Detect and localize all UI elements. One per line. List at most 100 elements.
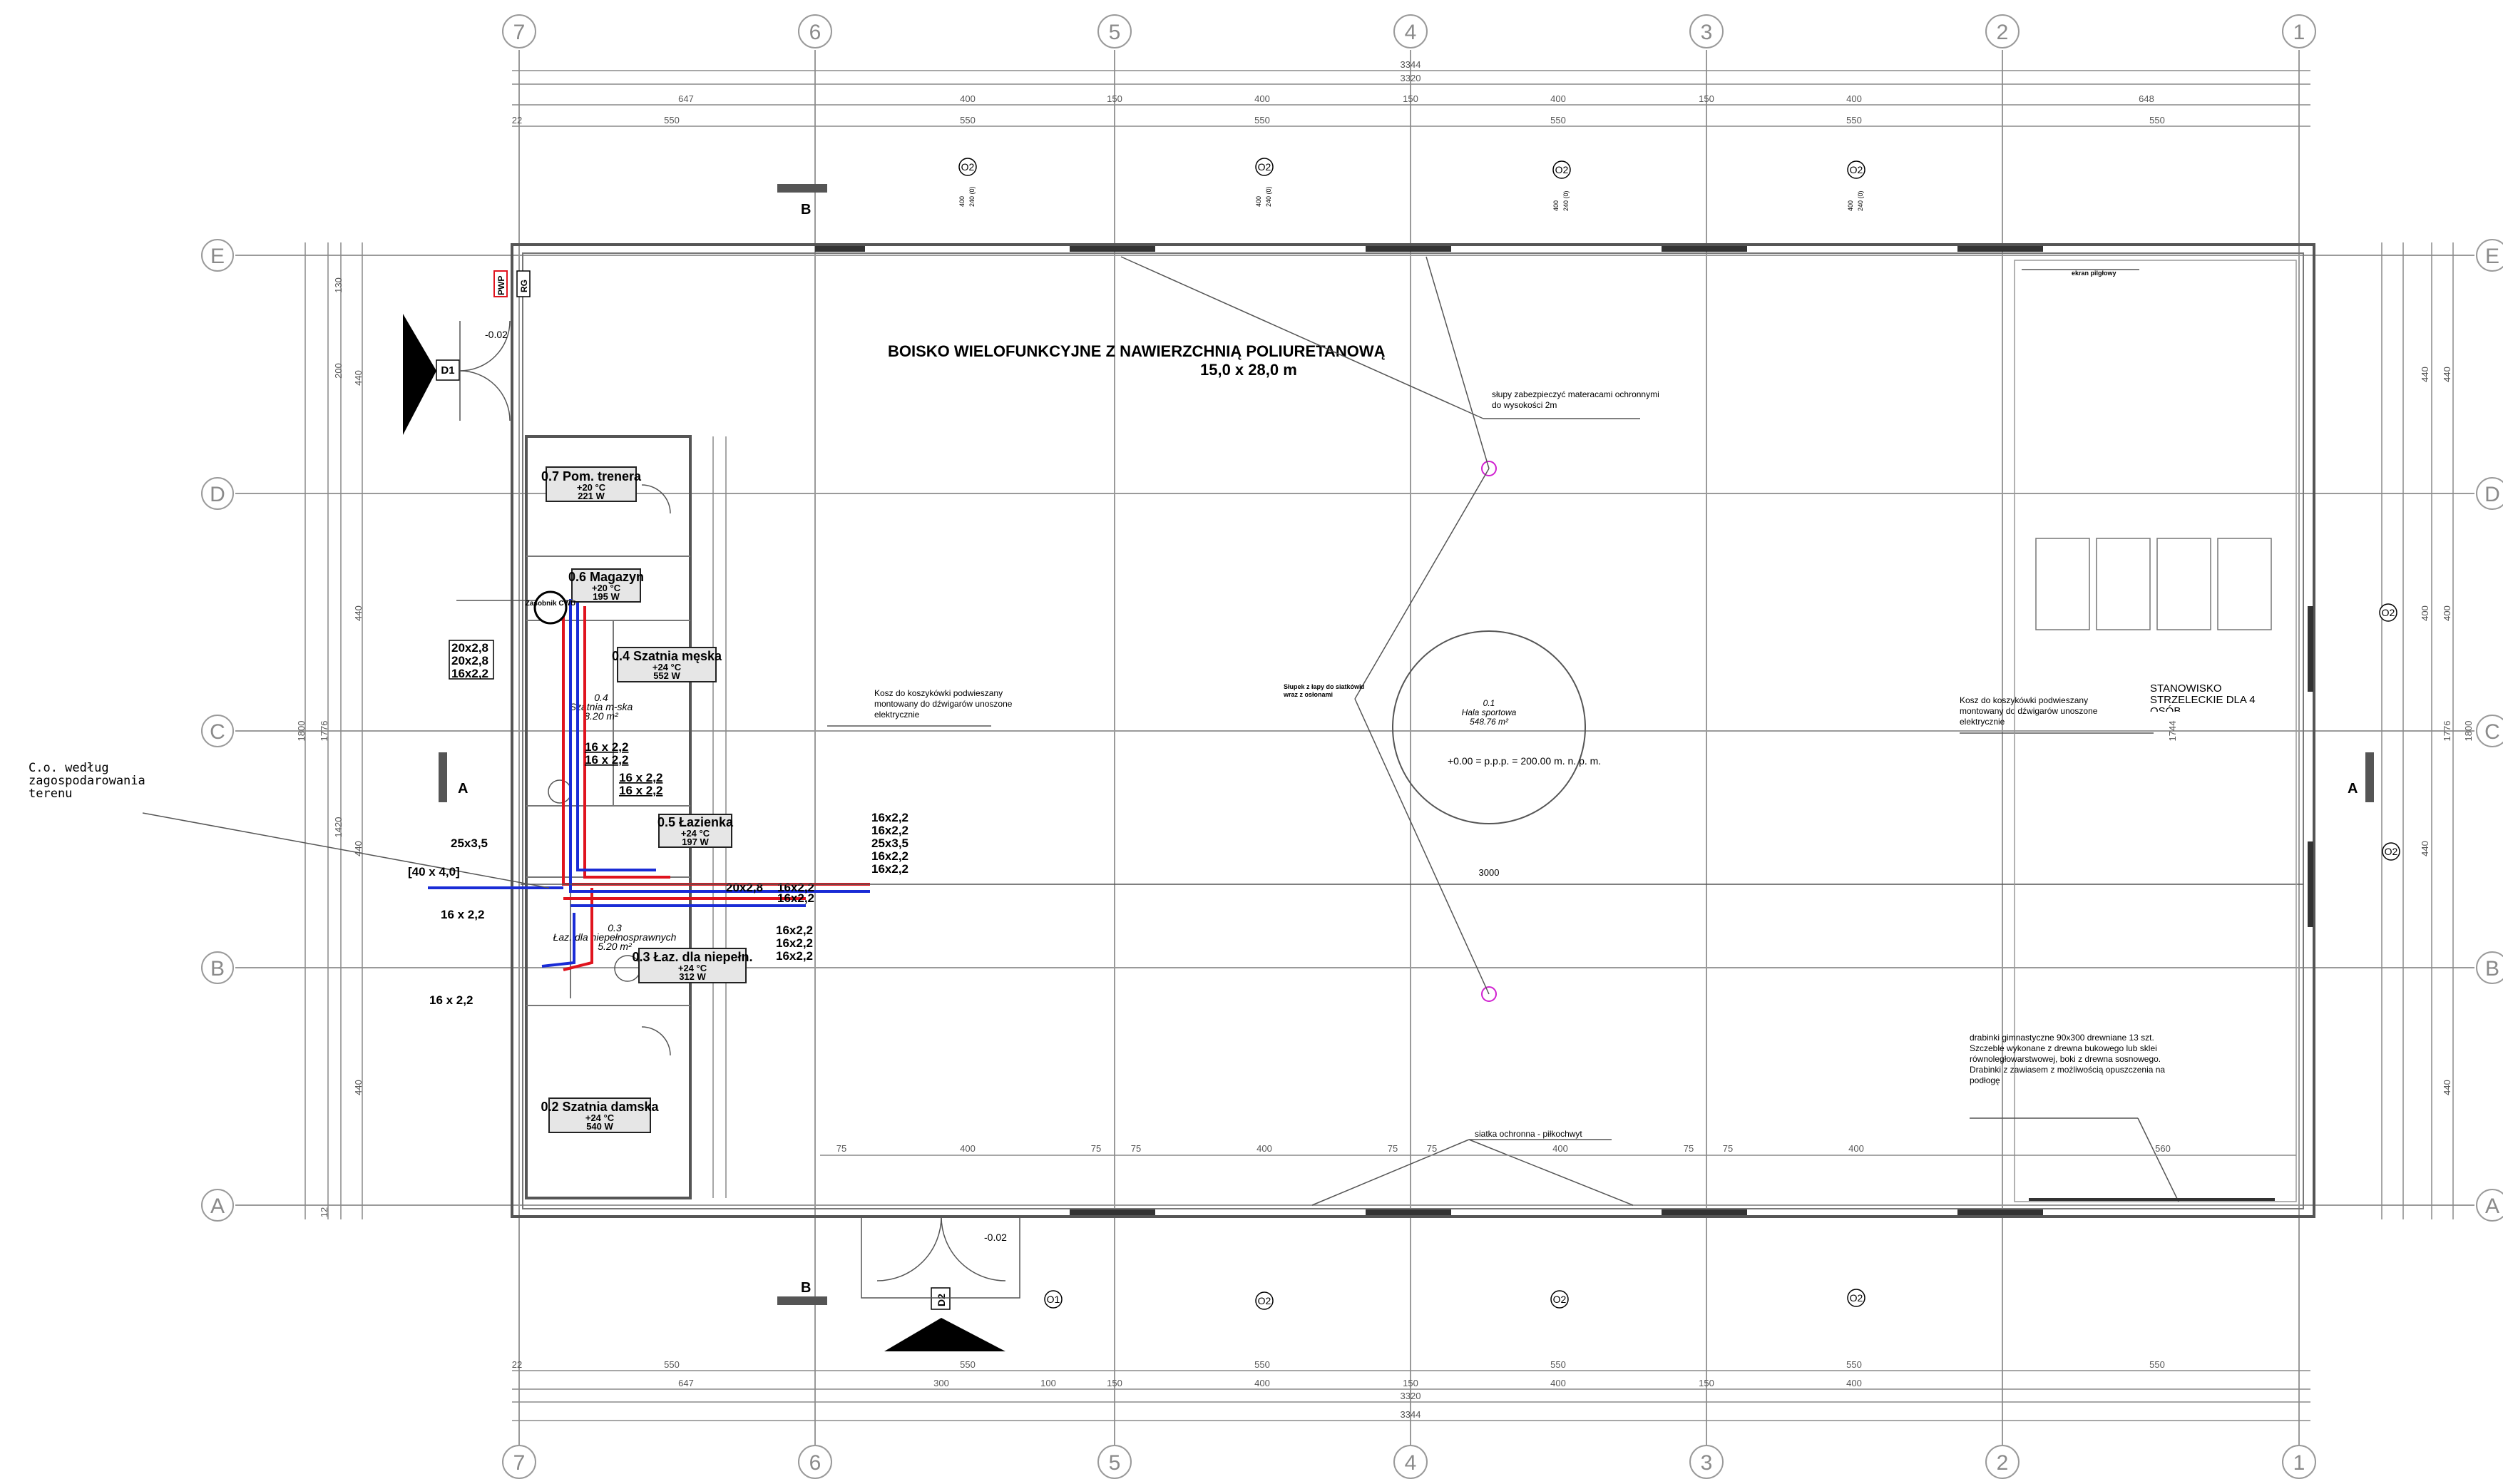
axis-label: 1 [2293,21,2305,44]
hall-title: BOISKO WIELOFUNKCYJNE Z NAWIERZCHNIĄ POL… [888,342,1386,379]
dim-right: 1800 [2463,721,2474,742]
dim-inner: 3320 [1401,73,1421,83]
window-dim: 400 [1552,200,1560,211]
room-power: 197 W [682,836,709,847]
axis-label: A [210,1194,225,1218]
dim-small: 75 [836,1143,846,1154]
pipe-label: 16 x 2,2 [429,993,473,1007]
dim-bay: 550 [1550,1359,1566,1370]
dim-left: 1420 [333,817,344,838]
dim-bay: 22 [512,1359,522,1370]
dim-seg: 150 [1699,93,1714,104]
pipe-label: 16x2,2 [451,667,488,680]
dim-seg: 400 [1254,93,1270,104]
dim-seg: 400 [1846,1378,1862,1388]
axis-label: 3 [1701,1451,1713,1475]
axis-label: C [210,720,225,744]
room-power: 195 W [593,591,620,602]
dim-small: 75 [1684,1143,1694,1154]
hall-bottom-dims: 75 400 75 75 400 75 75 400 75 75 400 560 [820,1143,2296,1156]
window-label: O2 [2382,607,2395,618]
dim-seg: 647 [678,1378,694,1388]
dim-overall: 3344 [1401,1409,1421,1420]
room-label-laz-niepeln: 0.3 Łaz. dla niepełn. +24 °C 312 W [632,948,753,983]
dim-bay: 22 [512,115,522,126]
rg-label: RG [519,280,529,292]
axis-label: D [2484,483,2500,506]
room-no: 0.4 [594,692,608,703]
dim-bay: 550 [664,1359,680,1370]
room-name: 0.4 Szatnia męska [612,649,722,663]
axis-bubbles-bottom: 7 6 5 4 3 2 1 [502,1445,2316,1479]
pipe-label: 16x2,2 [871,811,908,824]
window-dim: 240 (0) [1265,186,1272,207]
room-name: 0.7 Pom. trenera [541,469,642,483]
hall-level: +0.00 = p.p.p. = 200.00 m. n. p. m. [1448,755,1601,767]
dim-small: 400 [1848,1143,1864,1154]
dim-small: 75 [1723,1143,1733,1154]
pipe-label: 16x2,2 [776,923,813,937]
section-label: B [801,1280,811,1296]
room-area: 8.20 m² [584,710,619,722]
dim-seg: 100 [1040,1378,1056,1388]
dim-right: 1744 [2167,721,2178,742]
dim-small: 75 [1427,1143,1437,1154]
dim-bay: 550 [1254,115,1270,126]
window-label: O2 [1555,164,1569,175]
axis-label: 5 [1109,21,1121,44]
dim-overall: 3344 [1401,59,1421,70]
window-marks-right: O2 O2 [2379,603,2400,861]
external-note-text: C.o. według zagospodarowania terenu [29,762,145,801]
door-label: D1 [441,364,454,377]
room-temp: +24 °C [585,1112,615,1123]
axis-label: B [210,957,225,981]
door-level: -0.02 [984,1232,1007,1243]
dim-seg: 150 [1107,1378,1122,1388]
room-temp: +20 °C [592,583,621,593]
shooting-text: STANOWISKO STRZELECKIE DLA 4 OSÓB [2150,683,2256,712]
dim-left: 440 [353,841,364,856]
dim-left: 1776 [319,721,329,742]
dim-inner: 3320 [1401,1391,1421,1401]
axis-label: 3 [1701,21,1713,44]
pipe-labels-group6: 16x2,2 16x2,2 16x2,2 [776,923,813,963]
dimension-lines-bottom: 22 550 550 550 550 550 550 647 300 100 1… [512,1359,2310,1421]
shooting-stand: STANOWISKO STRZELECKIE DLA 4 OSÓB ekran … [2014,260,2297,1202]
window-dim: 400 [1255,196,1262,207]
dim-right: 440 [2442,367,2452,382]
window-marks-top: O2 O2 O2 O2 400 240 (0) 400 240 (0) 400 … [958,158,1865,211]
hall-room-no: 0.1 [1483,698,1495,708]
window-dim: 240 (0) [968,186,976,207]
boiler-label: Zasobnik CWU [526,600,576,608]
annotation-text: drabinki gimnastyczne 90x300 drewniane 1… [1970,1033,2166,1085]
window-label: O2 [1850,1292,1863,1304]
annotation-columns: słupy zabezpieczyć materacami ochronnymi… [1120,256,1659,419]
room-label-magazyn: 0.6 Magazyn +20 °C 195 W [568,568,644,603]
pipe-label: 16x2,2 [871,824,908,837]
dim-small: 75 [1388,1143,1398,1154]
room-power: 312 W [679,971,706,982]
window-dim: 400 [1847,200,1854,211]
pipe-labels-group2: 16 x 2,2 16 x 2,2 [585,740,628,767]
room-power: 552 W [653,670,680,681]
dimension-lines-right: 440 400 440 1800 1776 440 400 440 1744 [2167,242,2474,1219]
room-power: 540 W [586,1121,613,1132]
pipe-label: 20x2,8 [726,881,763,894]
room-tags: 0.4 Szatnia m-ska 8.20 m² 0.3 Łaz. dla n… [553,692,677,952]
room-temp: +24 °C [678,963,707,973]
dim-bay: 550 [1550,115,1566,126]
door-level: -0.02 [485,329,508,340]
room-name: 0.3 Łaz. dla niepełn. [632,950,752,964]
dimension-lines-top: 3344 3320 647 400 150 400 150 400 150 40… [512,59,2310,127]
window-dim: 400 [958,196,966,207]
room-temp: +24 °C [681,828,710,839]
dim-seg: 300 [933,1378,949,1388]
dim-bay: 550 [960,1359,976,1370]
axis-label: 6 [809,1451,821,1475]
pipe-label: 16x2,2 [776,949,813,963]
dim-seg: 648 [2139,93,2154,104]
pipe-labels-group1: 20x2,8 20x2,8 16x2,2 [449,640,494,680]
axis-bubbles-left: E D C B A [201,239,234,1222]
pipe-labels-group4: 16x2,2 16x2,2 25x3,5 16x2,2 16x2,2 [871,811,908,876]
pipe-label: 16 x 2,2 [619,771,662,784]
